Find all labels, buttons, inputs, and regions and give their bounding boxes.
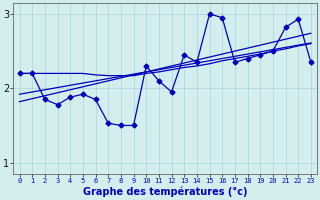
X-axis label: Graphe des températures (°c): Graphe des températures (°c) bbox=[83, 187, 247, 197]
